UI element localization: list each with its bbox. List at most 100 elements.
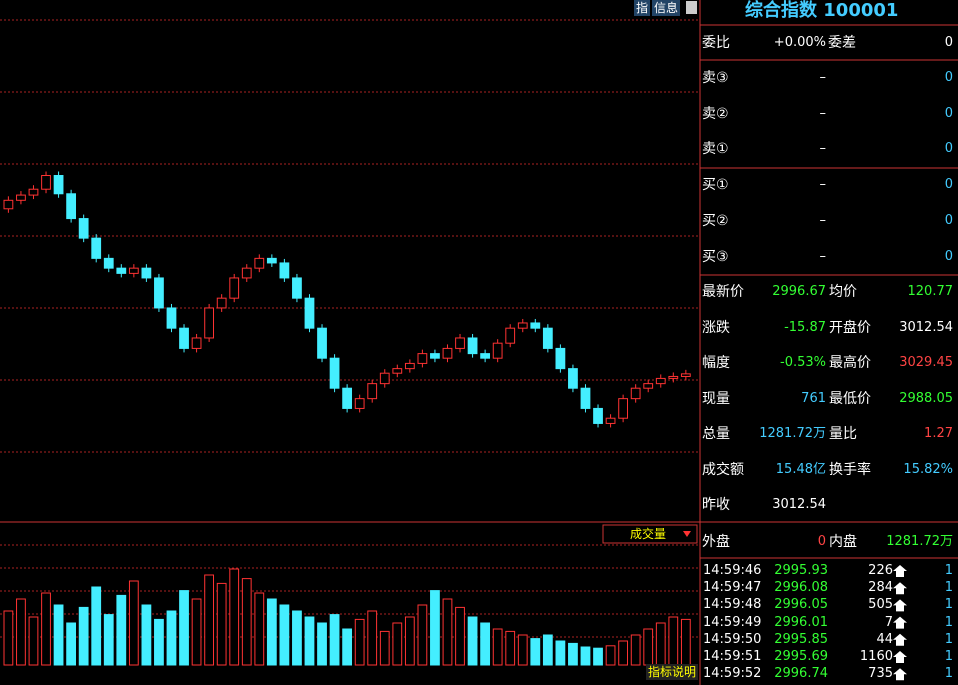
candle [680,373,691,377]
volume-bar [216,582,227,666]
volume-bar [241,578,252,666]
volume-bar [367,610,378,666]
candle [28,188,39,196]
volume-bar [154,618,164,666]
label: 现量 [702,390,730,407]
volume-bar [593,647,603,666]
volume-bar [643,628,654,666]
candle [555,347,566,370]
volume-bar [630,634,641,666]
label: 0 [944,248,953,264]
label: 1281.72万 [759,426,826,441]
label: 0 [944,35,953,50]
candle [292,277,302,299]
candle [216,297,227,309]
label: 幅度 [702,355,730,371]
volume-bar [317,622,327,666]
indicator-name[interactable]: 成交量 [630,527,667,541]
volume-bar [41,592,51,666]
candle [467,337,478,355]
candle [103,257,114,269]
candle [78,218,89,239]
label: – [819,177,827,193]
candle [128,267,139,274]
candle [392,368,403,374]
volume-bar [354,618,365,666]
label: 1 [944,580,953,596]
label: 44 [876,631,893,647]
volume-bar [467,616,478,666]
candle [141,267,152,279]
candle [304,297,315,329]
volume-bar [430,590,440,666]
candle [342,387,353,409]
volume-bar [517,634,528,666]
candle [317,327,327,359]
label: -0.53% [780,355,826,370]
candle [568,368,578,389]
label: 2996.01 [774,614,828,630]
label: 14:59:50 [703,631,762,647]
volume-bar [28,616,39,666]
volume-bar [417,604,428,666]
label: 14:59:48 [703,597,762,613]
label: 226 [868,563,893,578]
label: 284 [868,580,893,596]
label: 2996.08 [774,580,828,596]
label: 1160 [859,649,893,664]
volume-bar [292,610,302,666]
label: 1 [944,631,953,647]
label: 买① [702,177,729,194]
volume-bar [3,610,14,666]
label: 2995.69 [774,649,828,664]
label: 3029.45 [899,355,953,370]
volume-bar [103,614,114,666]
volume-bar [379,630,390,666]
volume-bar [505,630,516,666]
label: 14:59:52 [703,666,762,682]
label: – [819,212,827,228]
label: 总量 [702,426,730,442]
up-arrow [893,616,907,629]
candle [605,417,616,424]
candle [455,337,465,349]
title: 综合指数 100001 [745,0,899,21]
volume-bar [404,616,415,666]
label: 1281.72万 [886,534,953,549]
label: 14:59:51 [703,649,762,664]
candle [116,267,127,274]
indicator-help[interactable]: 指标说明 [646,664,699,680]
volume-bar [329,614,340,666]
label: 开盘价 [829,319,871,336]
label: 0 [944,70,953,85]
candle [204,307,215,339]
label: 120.77 [907,284,954,299]
label: 2995.85 [774,631,828,647]
volume-bar [492,628,503,666]
label: 2995.93 [774,563,828,578]
label: 涨跌 [702,319,730,336]
label: +0.00% [773,35,826,50]
label: 换手率 [829,461,871,478]
candle [430,353,440,359]
candle [618,398,629,419]
volume-bar [91,586,102,666]
candle [367,383,378,400]
label: 委差 [828,35,856,51]
volume-bar [680,618,691,666]
indicator-select[interactable] [602,524,698,544]
volume-bar [568,642,578,666]
candle [16,194,26,201]
label: 2996.67 [772,284,826,299]
button[interactable]: 信息 [652,0,681,16]
volume-bar [618,640,629,666]
candle [379,372,390,385]
button[interactable]: 指 [634,0,651,16]
label: 成交额 [702,461,744,478]
candle [354,398,365,409]
label: 0 [944,141,953,157]
label: 内盘 [829,534,857,550]
candle [241,267,252,279]
volume-bar [53,604,64,666]
